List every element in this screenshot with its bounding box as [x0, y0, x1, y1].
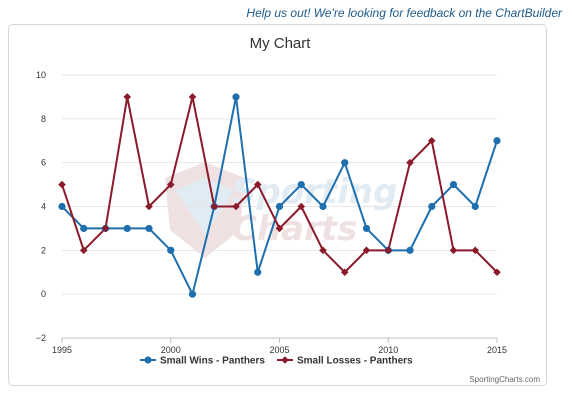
data-point: [449, 246, 458, 255]
data-point: [188, 290, 197, 298]
data-point: [406, 158, 414, 167]
data-point: [319, 246, 327, 255]
data-point: [493, 268, 501, 277]
data-point: [449, 180, 458, 189]
data-point: [210, 202, 219, 211]
data-point: [253, 180, 262, 189]
y-tick-label: 6: [41, 158, 46, 168]
data-point: [232, 202, 240, 211]
data-point: [297, 180, 305, 189]
data-point: [123, 93, 132, 101]
data-point: [428, 202, 436, 211]
credit-text: SportingCharts.com: [469, 375, 540, 384]
data-point: [58, 180, 66, 189]
x-tick-label: 1995: [52, 345, 72, 355]
x-tick-label: 2005: [269, 345, 289, 355]
data-point: [145, 224, 153, 233]
watermark: Sporting Charts: [165, 162, 397, 258]
x-tick-label: 2015: [487, 345, 507, 355]
data-point: [275, 202, 284, 211]
data-point: [167, 246, 175, 254]
data-point: [145, 202, 153, 211]
legend-marker: [281, 356, 289, 364]
y-tick-label: −2: [36, 333, 46, 343]
data-point: [493, 137, 501, 145]
data-point: [166, 180, 175, 189]
legend: Small Wins - Panthers Small Losses - Pant…: [140, 356, 413, 367]
x-axis: 1995 2000 2005 2010 2015: [52, 337, 507, 355]
legend-label: Small Losses - Panthers: [297, 356, 413, 367]
chart-title: My Chart: [250, 35, 312, 52]
y-tick-label: 0: [41, 289, 46, 299]
data-point: [123, 224, 131, 233]
data-point: [232, 93, 240, 101]
x-tick-label: 2000: [161, 345, 181, 355]
y-axis: −2 0 2 4 6 8 10: [36, 70, 46, 343]
data-point: [101, 224, 110, 233]
watermark-shield-icon: [165, 162, 245, 258]
data-point: [341, 159, 349, 167]
feedback-link[interactable]: Help us out! We're looking for feedback …: [246, 6, 562, 20]
data-point: [297, 202, 306, 211]
y-tick-label: 10: [36, 70, 46, 80]
data-point: [275, 224, 284, 233]
data-point: [427, 136, 436, 145]
legend-marker: [144, 356, 152, 364]
data-point: [471, 202, 479, 211]
data-point: [340, 268, 349, 277]
data-point: [79, 246, 88, 255]
data-point: [254, 268, 262, 276]
data-point: [58, 202, 66, 211]
y-tick-label: 2: [41, 245, 46, 255]
y-tick-label: 8: [41, 114, 46, 124]
data-point: [319, 202, 327, 211]
data-point: [471, 246, 480, 255]
data-point: [80, 224, 88, 233]
x-tick-label: 2010: [378, 345, 398, 355]
data-point: [384, 246, 393, 255]
y-tick-label: 4: [41, 202, 46, 212]
plot-area: [58, 93, 501, 298]
data-point: [362, 246, 371, 255]
data-point: [406, 246, 414, 254]
watermark-line1: Sporting: [232, 172, 397, 212]
data-point: [362, 224, 371, 233]
data-point: [188, 93, 197, 101]
legend-label: Small Wins - Panthers: [160, 356, 265, 367]
